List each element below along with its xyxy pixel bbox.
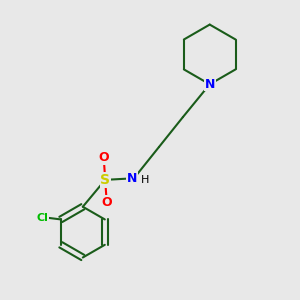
Text: Cl: Cl <box>37 213 49 223</box>
Text: O: O <box>98 151 109 164</box>
Text: N: N <box>127 172 137 185</box>
Text: H: H <box>141 175 150 185</box>
Text: O: O <box>101 196 112 209</box>
Text: N: N <box>205 78 215 91</box>
Text: S: S <box>100 173 110 187</box>
